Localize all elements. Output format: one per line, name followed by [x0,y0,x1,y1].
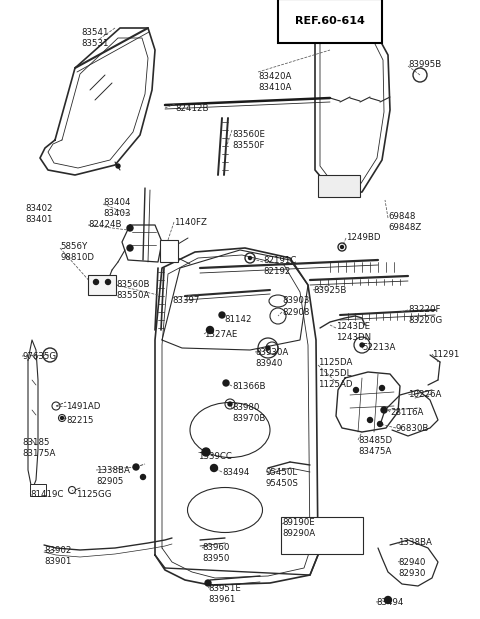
Text: 52213A: 52213A [362,343,396,352]
Text: 83560E
83550F: 83560E 83550F [232,130,265,150]
Text: 69848
69848Z: 69848 69848Z [388,212,421,232]
Text: 83902
83901: 83902 83901 [44,546,72,566]
Circle shape [211,464,217,472]
Text: 1243DE
1243DN: 1243DE 1243DN [336,322,371,342]
Circle shape [202,448,210,456]
Ellipse shape [188,488,263,532]
Text: 5856Y
98810D: 5856Y 98810D [60,242,94,262]
Bar [318,175,360,197]
Text: 1140FZ: 1140FZ [174,218,207,227]
Text: 81419C: 81419C [30,490,63,499]
Text: 83980
83970B: 83980 83970B [232,403,265,423]
Circle shape [384,597,392,604]
Circle shape [94,280,98,285]
Text: 82412B: 82412B [175,104,208,113]
Circle shape [380,386,384,391]
Text: 82191C
82192: 82191C 82192 [263,256,296,276]
Text: REF.60-614: REF.60-614 [295,16,365,26]
Text: 11291: 11291 [432,350,459,359]
Text: 1249BD: 1249BD [346,233,381,242]
Text: 83951E
83961: 83951E 83961 [208,584,241,604]
Bar [30,484,46,496]
Text: 83960
83950: 83960 83950 [202,543,229,563]
Text: 81366B: 81366B [232,382,265,391]
Text: 1125DA
1125DL
1125AD: 1125DA 1125DL 1125AD [318,358,352,389]
Circle shape [228,402,232,406]
Circle shape [266,346,270,350]
Ellipse shape [190,402,270,457]
Text: 83995B: 83995B [408,60,441,69]
Text: 83494: 83494 [222,468,250,477]
Circle shape [133,464,139,470]
Circle shape [377,422,383,426]
Circle shape [116,164,120,168]
Circle shape [60,417,63,420]
Circle shape [368,417,372,423]
Text: 28116A: 28116A [390,408,423,417]
Circle shape [353,387,359,392]
Circle shape [381,407,387,413]
Circle shape [127,245,133,251]
Circle shape [219,312,225,318]
Circle shape [249,256,252,259]
Circle shape [106,280,110,285]
Text: 1338BA: 1338BA [398,538,432,547]
Text: 95450L
95450S: 95450L 95450S [266,468,299,488]
Ellipse shape [269,295,287,307]
Circle shape [360,343,364,347]
Text: 81142: 81142 [224,315,252,324]
Text: 83541
83531: 83541 83531 [81,28,109,48]
Text: 83930A
83940: 83930A 83940 [255,348,288,368]
Text: 83185
83175A: 83185 83175A [22,438,55,458]
Text: 83402
83401: 83402 83401 [25,204,52,224]
FancyBboxPatch shape [281,517,363,554]
Circle shape [206,326,214,334]
Bar [88,275,116,295]
Text: 83903: 83903 [282,296,310,305]
Text: 83485D
83475A: 83485D 83475A [358,436,392,456]
Text: 82940
82930: 82940 82930 [398,558,425,578]
Text: 83420A
83410A: 83420A 83410A [258,72,291,92]
Bar [160,240,178,262]
Text: 10226A: 10226A [408,390,442,399]
Text: 83220F
83220G: 83220F 83220G [408,305,442,325]
Circle shape [141,475,145,480]
Text: 82424B: 82424B [88,220,121,229]
Text: 1339CC: 1339CC [198,452,232,461]
Text: 82908: 82908 [282,308,310,317]
Text: 97635G: 97635G [22,352,56,361]
Text: 83404
83403: 83404 83403 [103,198,131,218]
Text: 83925B: 83925B [313,286,347,295]
Circle shape [340,246,344,248]
Text: 1125GG: 1125GG [76,490,111,499]
Circle shape [223,380,229,386]
Circle shape [127,225,133,231]
Text: 96830B: 96830B [396,424,430,433]
Text: 89190E
89290A: 89190E 89290A [282,518,315,538]
Circle shape [205,580,211,586]
Text: 82215: 82215 [66,416,94,425]
Text: 1491AD: 1491AD [66,402,100,411]
Text: 1338BA
82905: 1338BA 82905 [96,466,130,486]
Text: 83560B
83550A: 83560B 83550A [116,280,149,300]
Text: 1327AE: 1327AE [204,330,238,339]
Text: 83397: 83397 [172,296,199,305]
Text: 83494: 83494 [376,598,403,607]
